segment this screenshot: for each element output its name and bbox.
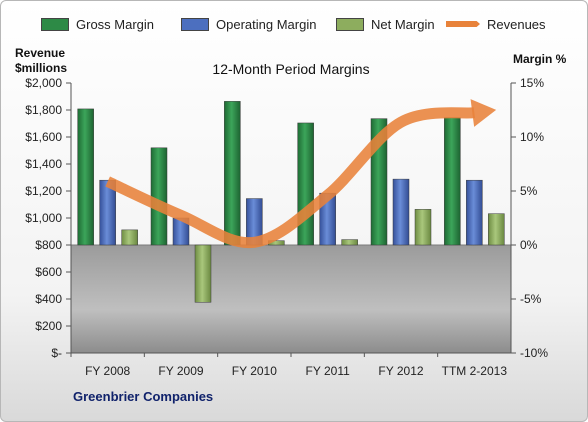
left-tick-label: $1,600 xyxy=(25,130,62,144)
right-tick-label: 15% xyxy=(520,76,544,90)
legend-swatch xyxy=(446,21,480,27)
left-tick-label: $800 xyxy=(35,238,62,252)
legend-item-operating-margin: Operating Margin xyxy=(181,11,316,37)
left-tick-label: $600 xyxy=(35,265,62,279)
x-tick-label: FY 2009 xyxy=(158,364,203,378)
left-tick-label: $200 xyxy=(35,319,62,333)
chart-floor xyxy=(71,245,511,353)
left-tick-label: $2,000 xyxy=(25,76,62,90)
legend-swatch xyxy=(181,17,209,31)
right-tick-label: -10% xyxy=(520,346,548,360)
legend-label: Operating Margin xyxy=(216,16,317,32)
bar-operating-margin xyxy=(99,179,116,246)
bar-gross-margin xyxy=(77,108,94,246)
x-tick-label: FY 2011 xyxy=(306,364,351,378)
bar-operating-margin xyxy=(392,178,410,246)
bar-net-margin xyxy=(414,209,432,246)
bar-gross-margin xyxy=(444,117,461,246)
x-tick-label: FY 2008 xyxy=(85,364,130,378)
bar-net-margin xyxy=(121,229,138,246)
x-tick-label: FY 2012 xyxy=(378,364,423,378)
bar-gross-margin xyxy=(224,101,241,246)
legend-label: Gross Margin xyxy=(76,16,155,32)
revenues-line xyxy=(105,107,476,249)
left-tick-label: $- xyxy=(51,346,62,360)
legend-swatch xyxy=(336,17,364,31)
left-tick-label: $1,000 xyxy=(25,211,62,225)
legend-item-net-margin: Net Margin xyxy=(336,11,435,37)
revenues-arrowhead xyxy=(470,99,497,127)
right-tick-label: 0% xyxy=(520,238,538,252)
bar-net-margin xyxy=(194,244,212,303)
legend-item-revenues: Revenues xyxy=(446,11,546,37)
legend-item-gross-margin: Gross Margin xyxy=(41,11,154,37)
bar-gross-margin xyxy=(297,122,314,246)
x-tick-label: FY 2010 xyxy=(232,364,277,378)
bar-operating-margin xyxy=(466,179,483,246)
left-tick-label: $1,400 xyxy=(25,157,62,171)
right-axis-title: Margin % xyxy=(513,52,567,66)
left-tick-label: $1,800 xyxy=(25,103,62,117)
legend-swatch xyxy=(41,17,69,31)
legend: Gross Margin Operating Margin Net Margin Re… xyxy=(41,11,561,37)
right-tick-label: 10% xyxy=(520,130,544,144)
company-name: Greenbrier Companies xyxy=(73,389,214,404)
legend-label: Revenues xyxy=(487,16,546,32)
bar-gross-margin xyxy=(150,147,168,246)
legend-label: Net Margin xyxy=(371,16,435,32)
bar-net-margin xyxy=(341,239,358,246)
right-tick-label: -5% xyxy=(520,292,542,306)
x-tick-label: TTM 2-2013 xyxy=(442,364,508,378)
left-tick-label: $1,200 xyxy=(25,184,62,198)
left-tick-label: $400 xyxy=(35,292,62,306)
bar-net-margin xyxy=(488,213,505,246)
left-axis-title: Revenue $millions xyxy=(15,46,67,75)
chart-title: 12-Month Period Margins xyxy=(212,61,369,77)
right-tick-label: 5% xyxy=(520,184,538,198)
